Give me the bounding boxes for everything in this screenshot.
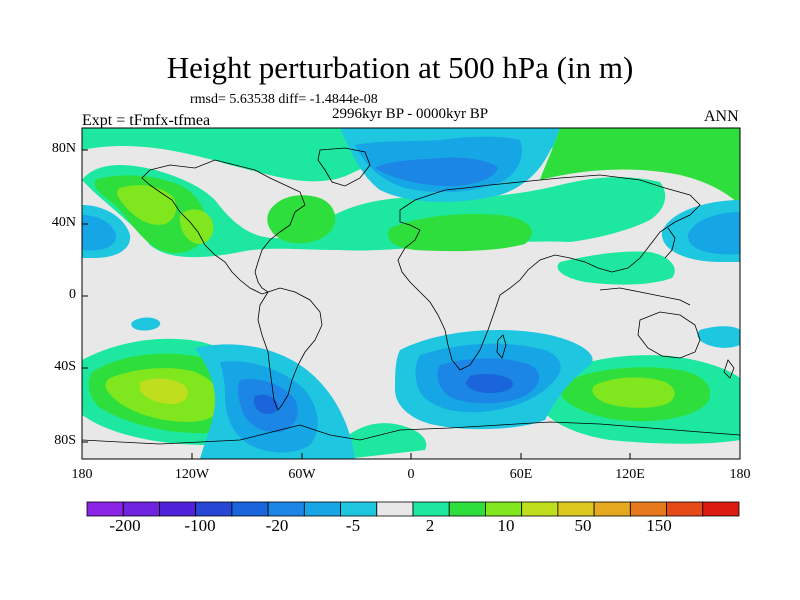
- contour-field: [82, 128, 740, 459]
- contour-band-eurasia: [387, 214, 532, 252]
- coast-australia: [637, 311, 701, 359]
- colorbar-box-1: [122, 501, 160, 517]
- contour-band-south-pacific-core: [140, 378, 188, 404]
- x-label-120e: 120E: [615, 467, 645, 482]
- coast-greenland: [317, 147, 371, 187]
- colorbar-box-2: [159, 501, 197, 517]
- colorbar-box-14: [593, 501, 631, 517]
- colorbar-box-15: [629, 501, 667, 517]
- colorbar-box-4: [231, 501, 269, 517]
- colorbar-label-0: -200: [109, 516, 141, 535]
- x-label-60e: 60E: [509, 467, 533, 482]
- colorbar-box-0: [86, 501, 124, 517]
- colorbar-box-6: [303, 501, 341, 517]
- contour-band-small-pacific: [131, 317, 161, 331]
- colorbar-box-8: [376, 501, 414, 517]
- coastlines: [82, 147, 740, 445]
- colorbar-box-16: [666, 501, 704, 517]
- colorbar-box-17: [702, 501, 740, 517]
- season-label: ANN: [704, 108, 739, 125]
- y-label-40s: 40S: [54, 359, 76, 374]
- coast-indonesia: [599, 287, 691, 306]
- x-label-180e: 180: [729, 467, 751, 482]
- colorbar-box-13: [557, 501, 595, 517]
- contour-band-south-america-core: [253, 394, 279, 415]
- x-label-180w: 180: [71, 467, 93, 482]
- colorbar-label-6: 50: [574, 516, 592, 535]
- stats-label: rmsd= 5.63538 diff= -1.4844e-08: [190, 92, 378, 107]
- contour-band-tropics-east: [557, 251, 675, 285]
- coast-north-america: [141, 159, 306, 295]
- period-label: 2996kyr BP - 0000kyr BP: [331, 106, 489, 122]
- contour-band-south-africa-core: [466, 373, 513, 393]
- contour-band-north-atlantic: [267, 195, 336, 244]
- contour-band-south-pacific-east: [697, 326, 740, 348]
- colorbar-label-4: 2: [425, 516, 435, 535]
- colorbar-box-12: [521, 501, 559, 517]
- colorbar-box-11: [485, 501, 523, 517]
- colorbar: [86, 501, 740, 517]
- y-label-40n: 40N: [51, 215, 76, 230]
- contour-band-north-level2: [540, 128, 740, 205]
- contour-band-arctic-core: [375, 157, 498, 186]
- colorbar-box-5: [267, 501, 305, 517]
- x-label-0: 0: [407, 467, 415, 482]
- colorbar-label-3: -5: [345, 516, 361, 535]
- colorbar-box-3: [195, 501, 233, 517]
- colorbar-label-1: -100: [184, 516, 216, 535]
- x-label-120w: 120W: [174, 467, 210, 482]
- coast-new-zealand: [723, 359, 735, 379]
- colorbar-label-5: 10: [497, 516, 515, 535]
- coast-japan: [664, 227, 676, 259]
- colorbar-box-10: [448, 501, 486, 517]
- contour-band-east-pacific-level2: [688, 212, 740, 255]
- x-label-60w: 60W: [288, 467, 316, 482]
- contour-band-south-atlantic: [345, 423, 427, 459]
- contour-band-west-pacific-level2: [82, 215, 116, 251]
- coast-eurasia-africa: [397, 174, 701, 371]
- colorbar-label-7: 150: [646, 516, 672, 535]
- contour-band-south-indian-core: [592, 377, 675, 408]
- coast-madagascar: [496, 334, 507, 359]
- colorbar-box-7: [340, 501, 378, 517]
- coast-south-america: [257, 287, 323, 411]
- colorbar-box-9: [412, 501, 450, 517]
- map-ticks: [81, 149, 741, 459]
- coast-antarctica: [82, 421, 740, 445]
- y-label-80s: 80S: [54, 433, 76, 448]
- contour-band-north-america-core: [179, 209, 214, 244]
- y-label-80n: 80N: [51, 141, 76, 156]
- contour-band-north-pacific-core: [117, 185, 177, 225]
- colorbar-label-2: -20: [265, 516, 289, 535]
- map-title: Height perturbation at 500 hPa (in m): [166, 50, 634, 85]
- experiment-label: Expt = tFmfx-tfmea: [82, 112, 211, 129]
- y-label-0: 0: [69, 287, 76, 302]
